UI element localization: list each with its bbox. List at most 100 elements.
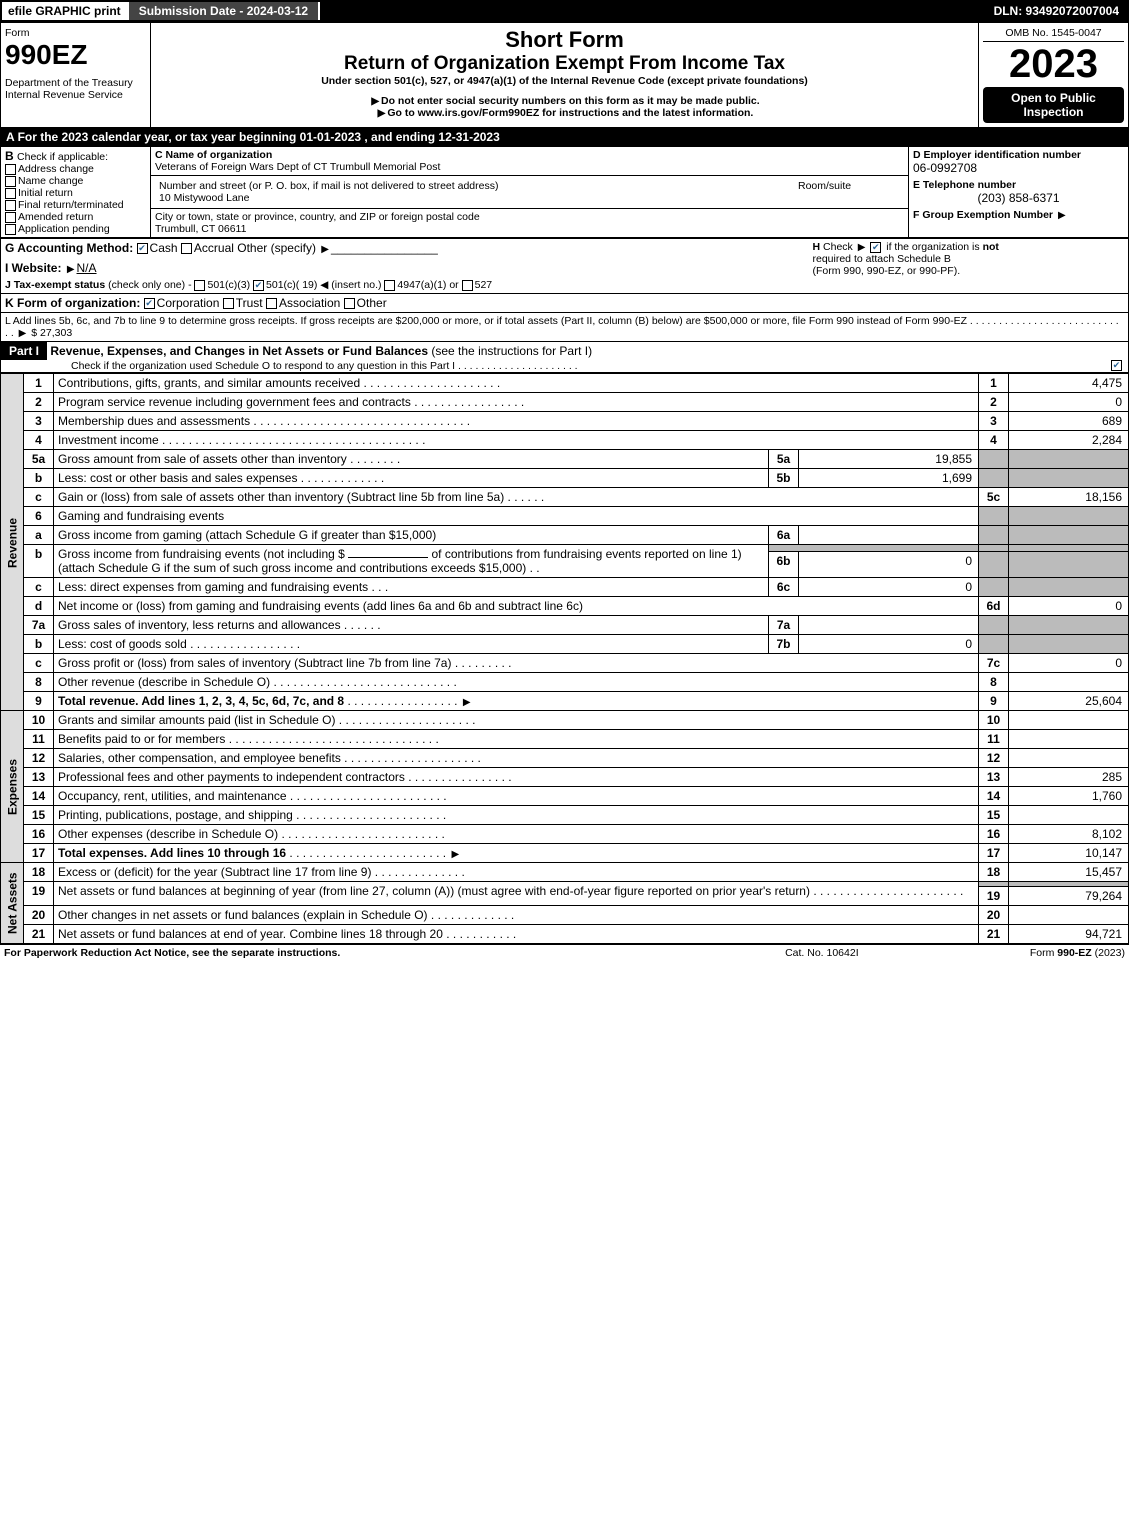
val-5b: 1,699 (799, 469, 979, 488)
part-i-header: Part I Revenue, Expenses, and Changes in… (0, 342, 1129, 373)
city: Trumbull, CT 06611 (155, 223, 904, 235)
checkbox-final[interactable] (5, 200, 16, 211)
checkbox-initial[interactable] (5, 188, 16, 199)
b-label: Check if applicable: (17, 151, 108, 163)
val-6c: 0 (799, 578, 979, 597)
omb: OMB No. 1545-0047 (983, 27, 1124, 42)
form-ref: 990-EZ (1057, 947, 1091, 959)
arrow-icon (461, 694, 473, 708)
checkbox-h[interactable] (870, 242, 881, 253)
checkbox-address[interactable] (5, 164, 16, 175)
j-label: J Tax-exempt status (5, 279, 105, 291)
checkbox-corp[interactable] (144, 298, 155, 309)
checkbox-527[interactable] (462, 280, 473, 291)
org-name: Veterans of Foreign Wars Dept of CT Trum… (155, 161, 904, 173)
note-ssn: Do not enter social security numbers on … (381, 95, 760, 107)
phone: (203) 858-6371 (913, 191, 1124, 205)
city-label: City or town, state or province, country… (155, 211, 904, 223)
val-3: 689 (1009, 412, 1129, 431)
val-5c: 18,156 (1009, 488, 1129, 507)
checkbox-cash[interactable] (137, 243, 148, 254)
subtitle: Under section 501(c), 527, or 4947(a)(1)… (155, 75, 974, 87)
val-6d: 0 (1009, 597, 1129, 616)
val-7c: 0 (1009, 654, 1129, 673)
val-5a: 19,855 (799, 450, 979, 469)
val-8 (1009, 673, 1129, 692)
g-label: G Accounting Method: (5, 241, 133, 255)
ein: 06-0992708 (913, 161, 1124, 175)
val-1: 4,475 (1009, 374, 1129, 393)
street-label: Number and street (or P. O. box, if mail… (159, 180, 790, 192)
period-text: For the 2023 calendar year, or tax year … (18, 130, 500, 144)
cat-no: Cat. No. 10642I (735, 945, 909, 962)
checkbox-accrual[interactable] (181, 243, 192, 254)
checkbox-4947[interactable] (384, 280, 395, 291)
lines-table: Revenue 1 Contributions, gifts, grants, … (0, 373, 1129, 944)
efile-label[interactable]: efile GRAPHIC print (2, 2, 127, 20)
form-number: 990EZ (5, 39, 146, 71)
paperwork-notice: For Paperwork Reduction Act Notice, see … (0, 945, 735, 962)
dept-treasury: Department of the Treasury (5, 77, 146, 89)
arrow-icon (369, 95, 381, 107)
arrow-icon (17, 327, 29, 339)
checkbox-trust[interactable] (223, 298, 234, 309)
info-block: B Check if applicable: Address change Na… (0, 146, 1129, 238)
arrow-icon (449, 846, 461, 860)
checkbox-other[interactable] (344, 298, 355, 309)
e-label: E Telephone number (913, 179, 1124, 191)
expenses-side-label: Expenses (5, 758, 19, 814)
val-2: 0 (1009, 393, 1129, 412)
checkbox-pending[interactable] (5, 224, 16, 235)
k-label: K Form of organization: (5, 296, 140, 310)
room-suite-label: Room/suite (794, 178, 904, 206)
street: 10 Mistywood Lane (159, 192, 790, 204)
checkbox-amended[interactable] (5, 212, 16, 223)
k-row: K Form of organization: Corporation Trus… (0, 294, 1129, 313)
val-10 (1009, 711, 1129, 730)
part-label: Part I (1, 342, 47, 360)
checkbox-schedule-o[interactable] (1111, 360, 1122, 371)
irs: Internal Revenue Service (5, 89, 146, 101)
val-15 (1009, 806, 1129, 825)
revenue-side-label: Revenue (5, 517, 19, 567)
top-bar: efile GRAPHIC print Submission Date - 20… (0, 0, 1129, 22)
ghi-block: G Accounting Method: Cash Accrual Other … (0, 238, 1129, 294)
val-4: 2,284 (1009, 431, 1129, 450)
val-7b: 0 (799, 635, 979, 654)
val-20 (1009, 906, 1129, 925)
tax-year: 2023 (983, 42, 1124, 87)
arrow-icon (376, 107, 388, 119)
form-header-table: Form 990EZ Department of the Treasury In… (0, 22, 1129, 128)
note-link: Go to www.irs.gov/Form990EZ for instruct… (387, 107, 753, 119)
c-name-label: C Name of organization (155, 149, 904, 161)
val-11 (1009, 730, 1129, 749)
gross-receipts: $ 27,303 (31, 327, 72, 339)
val-16: 8,102 (1009, 825, 1129, 844)
title-return: Return of Organization Exempt From Incom… (155, 53, 974, 75)
arrow-icon (1056, 209, 1068, 221)
netassets-side-label: Net Assets (5, 872, 19, 934)
val-7a (799, 616, 979, 635)
val-18: 15,457 (1009, 863, 1129, 882)
d-label: D Employer identification number (913, 149, 1124, 161)
open-public: Open to Public Inspection (983, 87, 1124, 123)
f-label: F Group Exemption Number (913, 209, 1053, 221)
website: N/A (77, 261, 97, 275)
title-short-form: Short Form (155, 27, 974, 53)
form-word: Form (5, 27, 146, 39)
section-a: A For the 2023 calendar year, or tax yea… (0, 128, 1129, 146)
submission-date: Submission Date - 2024-03-12 (127, 2, 320, 20)
val-21: 94,721 (1009, 925, 1129, 944)
val-6b: 0 (799, 551, 979, 577)
val-6a (799, 526, 979, 545)
checkbox-501c3[interactable] (194, 280, 205, 291)
checkbox-501c[interactable] (253, 280, 264, 291)
arrow-icon (319, 241, 331, 255)
val-13: 285 (1009, 768, 1129, 787)
l-row: L Add lines 5b, 6c, and 7b to line 9 to … (0, 313, 1129, 342)
val-19: 79,264 (1009, 887, 1129, 906)
arrow-icon (65, 261, 77, 275)
val-17: 10,147 (1009, 844, 1129, 863)
checkbox-name[interactable] (5, 176, 16, 187)
checkbox-assoc[interactable] (266, 298, 277, 309)
